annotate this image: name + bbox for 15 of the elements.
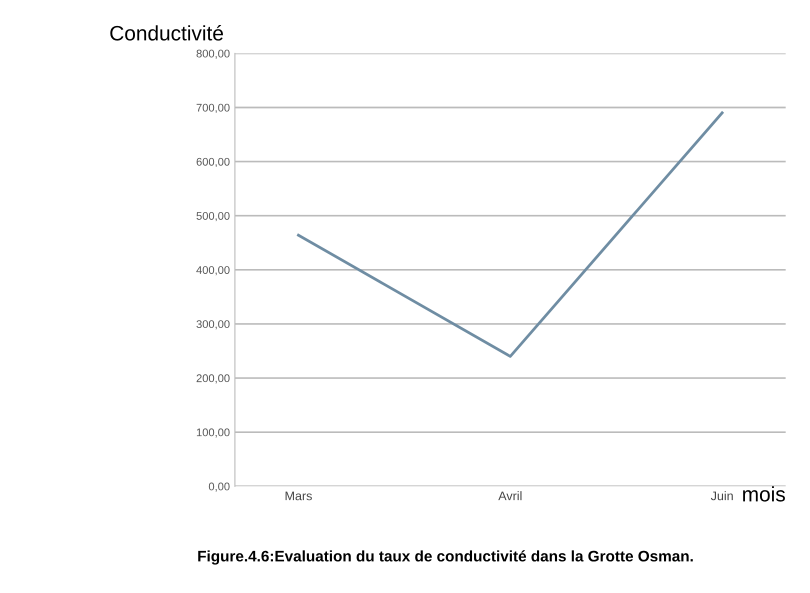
y-tick-label: 0,00 bbox=[208, 482, 230, 492]
x-tick-label: Avril bbox=[498, 491, 522, 500]
y-tick-label: 300,00 bbox=[196, 320, 230, 330]
y-tick-label: 700,00 bbox=[196, 104, 230, 113]
y-tick-label: 200,00 bbox=[196, 374, 230, 384]
y-tick-label: 500,00 bbox=[196, 212, 230, 222]
text: Figure.4.6:Evaluation du taux de conductivité dans la Grotte Osman. bbox=[198, 550, 693, 565]
y-tick-label: 600,00 bbox=[196, 158, 230, 168]
y-axis-title: Conductivité bbox=[110, 25, 223, 41]
y-tick-label: 400,00 bbox=[196, 266, 230, 276]
x-tick-label: Mars bbox=[286, 492, 312, 500]
x-axis-title: mois bbox=[743, 486, 785, 502]
x-tick-label: Juin bbox=[710, 491, 733, 500]
y-tick-label: 100,00 bbox=[196, 428, 230, 438]
y-tick-label: 800,00 bbox=[196, 50, 230, 59]
